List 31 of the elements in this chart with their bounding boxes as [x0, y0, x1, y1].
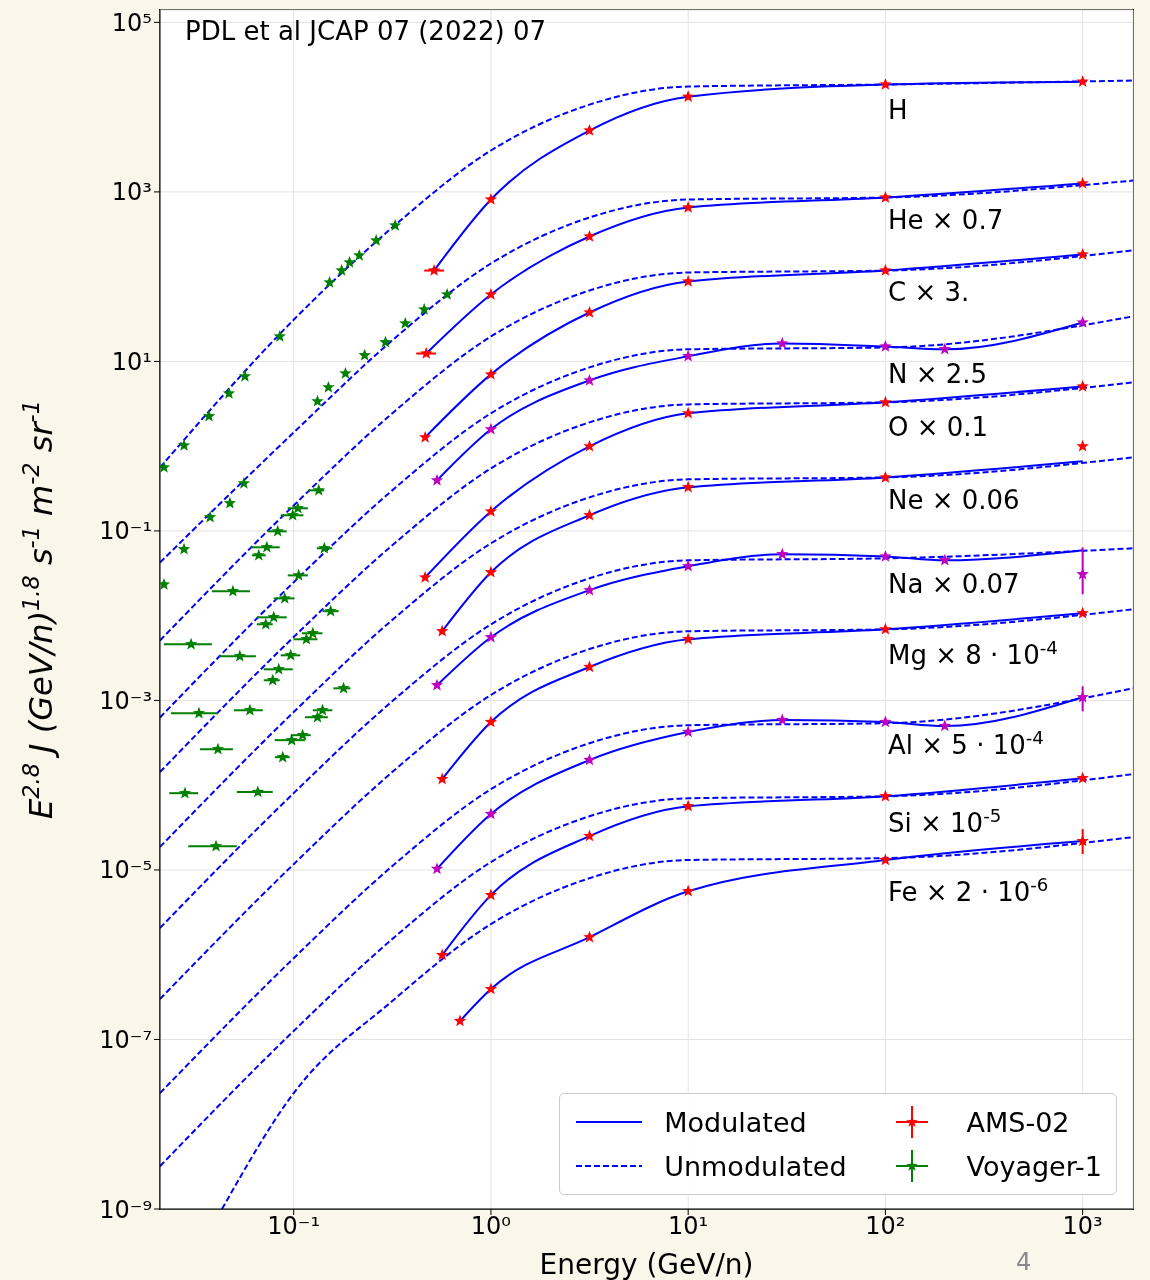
x-tick-label: 10³: [1062, 1212, 1103, 1241]
annotation: Si × 10$^{-5}$: [888, 804, 1002, 838]
y-tick-label: 10⁵: [111, 8, 152, 37]
x-tick-label: 10¹: [668, 1212, 709, 1241]
legend-label: Unmodulated: [664, 1150, 847, 1182]
annotation: PDL et al JCAP 07 (2022) 07: [185, 16, 547, 46]
x-axis-title: Energy (GeV/n): [539, 1248, 754, 1280]
annotation: Al × 5 · 10$^{-4}$: [888, 726, 1044, 760]
x-tick-label: 10²: [865, 1212, 906, 1241]
legend-label: AMS-02: [966, 1106, 1070, 1138]
y-tick-label: 10⁻¹: [99, 517, 152, 546]
annotation: Fe × 2 · 10$^{-6}$: [888, 873, 1049, 907]
y-tick-label: 10¹: [111, 347, 152, 376]
annotation: He × 0.7: [888, 205, 1004, 235]
y-tick-label: 10⁻⁵: [99, 856, 152, 885]
y-tick-label: 10³: [111, 178, 152, 207]
x-tick-label: 10⁰: [470, 1212, 512, 1241]
y-tick-label: 10⁻⁹: [99, 1195, 152, 1224]
annotation: C × 3.: [888, 277, 970, 307]
text: 4: [1016, 1248, 1032, 1276]
legend-label: Modulated: [664, 1106, 807, 1138]
annotation: H: [888, 95, 908, 125]
y-tick-label: 10⁻⁷: [99, 1026, 152, 1054]
annotation: N × 2.5: [888, 359, 988, 389]
annotation: O × 0.1: [888, 412, 989, 442]
x-tick-label: 10⁻¹: [267, 1212, 321, 1241]
annotation: Ne × 0.06: [888, 485, 1020, 515]
annotation: Mg × 8 · 10$^{-4}$: [888, 636, 1058, 670]
legend-label: Voyager-1: [966, 1150, 1102, 1182]
annotation: Na × 0.07: [888, 569, 1020, 599]
y-tick-label: 10⁻³: [99, 686, 152, 715]
